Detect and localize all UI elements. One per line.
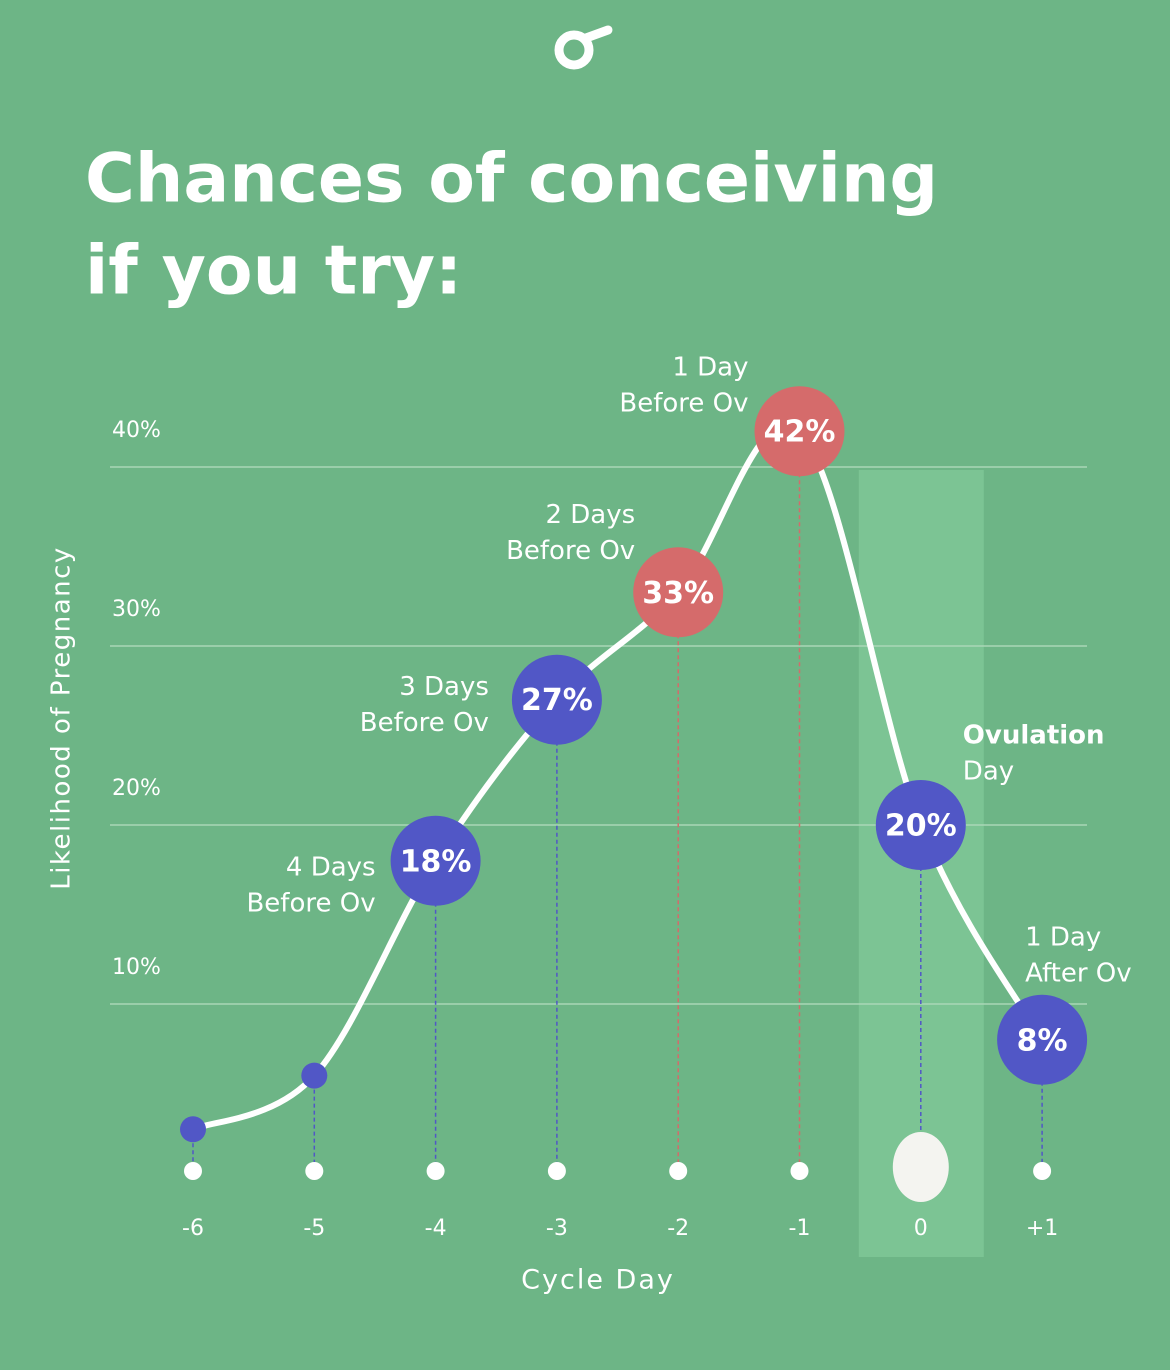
annotation: Before Ov	[619, 389, 748, 419]
x-dot	[184, 1162, 202, 1180]
chart-title: Chances of conceiving	[85, 140, 938, 219]
y-tick-label: 10%	[112, 955, 161, 980]
y-tick-label: 20%	[112, 776, 161, 801]
data-label: 20%	[885, 809, 957, 844]
annotation: 2 Days	[545, 500, 635, 530]
chart-title: if you try:	[85, 232, 462, 311]
annotation: 1 Day	[672, 353, 748, 383]
x-tick-label: -2	[667, 1216, 689, 1241]
x-tick-label: -1	[789, 1216, 811, 1241]
annotation: After Ov	[1025, 958, 1132, 988]
x-tick-label: 0	[914, 1216, 928, 1241]
x-dot	[427, 1162, 445, 1180]
x-dot	[669, 1162, 687, 1180]
data-label: 18%	[400, 844, 472, 879]
logo	[559, 30, 608, 65]
data-point	[301, 1063, 327, 1089]
x-dot	[1033, 1162, 1051, 1180]
annotation: Ovulation	[963, 721, 1105, 751]
annotation: 4 Days	[286, 852, 376, 882]
annotation: Before Ov	[506, 536, 635, 566]
annotation: Before Ov	[360, 708, 489, 738]
annotation: Day	[963, 757, 1014, 787]
x-tick-label: -3	[546, 1216, 568, 1241]
data-label: 8%	[1017, 1023, 1068, 1058]
annotation: Before Ov	[246, 888, 375, 918]
data-label: 42%	[764, 415, 836, 450]
y-tick-label: 40%	[112, 418, 161, 443]
data-label: 27%	[521, 683, 593, 718]
annotation: 1 Day	[1025, 922, 1101, 952]
y-tick-label: 30%	[112, 597, 161, 622]
x-dot	[305, 1162, 323, 1180]
annotation: 3 Days	[399, 672, 489, 702]
x-dot	[791, 1162, 809, 1180]
x-tick-label: -5	[303, 1216, 325, 1241]
data-point	[180, 1116, 206, 1142]
x-tick-label: -6	[182, 1216, 204, 1241]
egg	[893, 1132, 949, 1202]
x-tick-label: +1	[1026, 1216, 1058, 1241]
x-axis-title: Cycle Day	[521, 1265, 675, 1296]
x-dot	[548, 1162, 566, 1180]
data-label: 33%	[642, 576, 714, 611]
y-axis-title: Likelihood of Pregnancy	[47, 546, 77, 890]
x-tick-label: -4	[425, 1216, 447, 1241]
